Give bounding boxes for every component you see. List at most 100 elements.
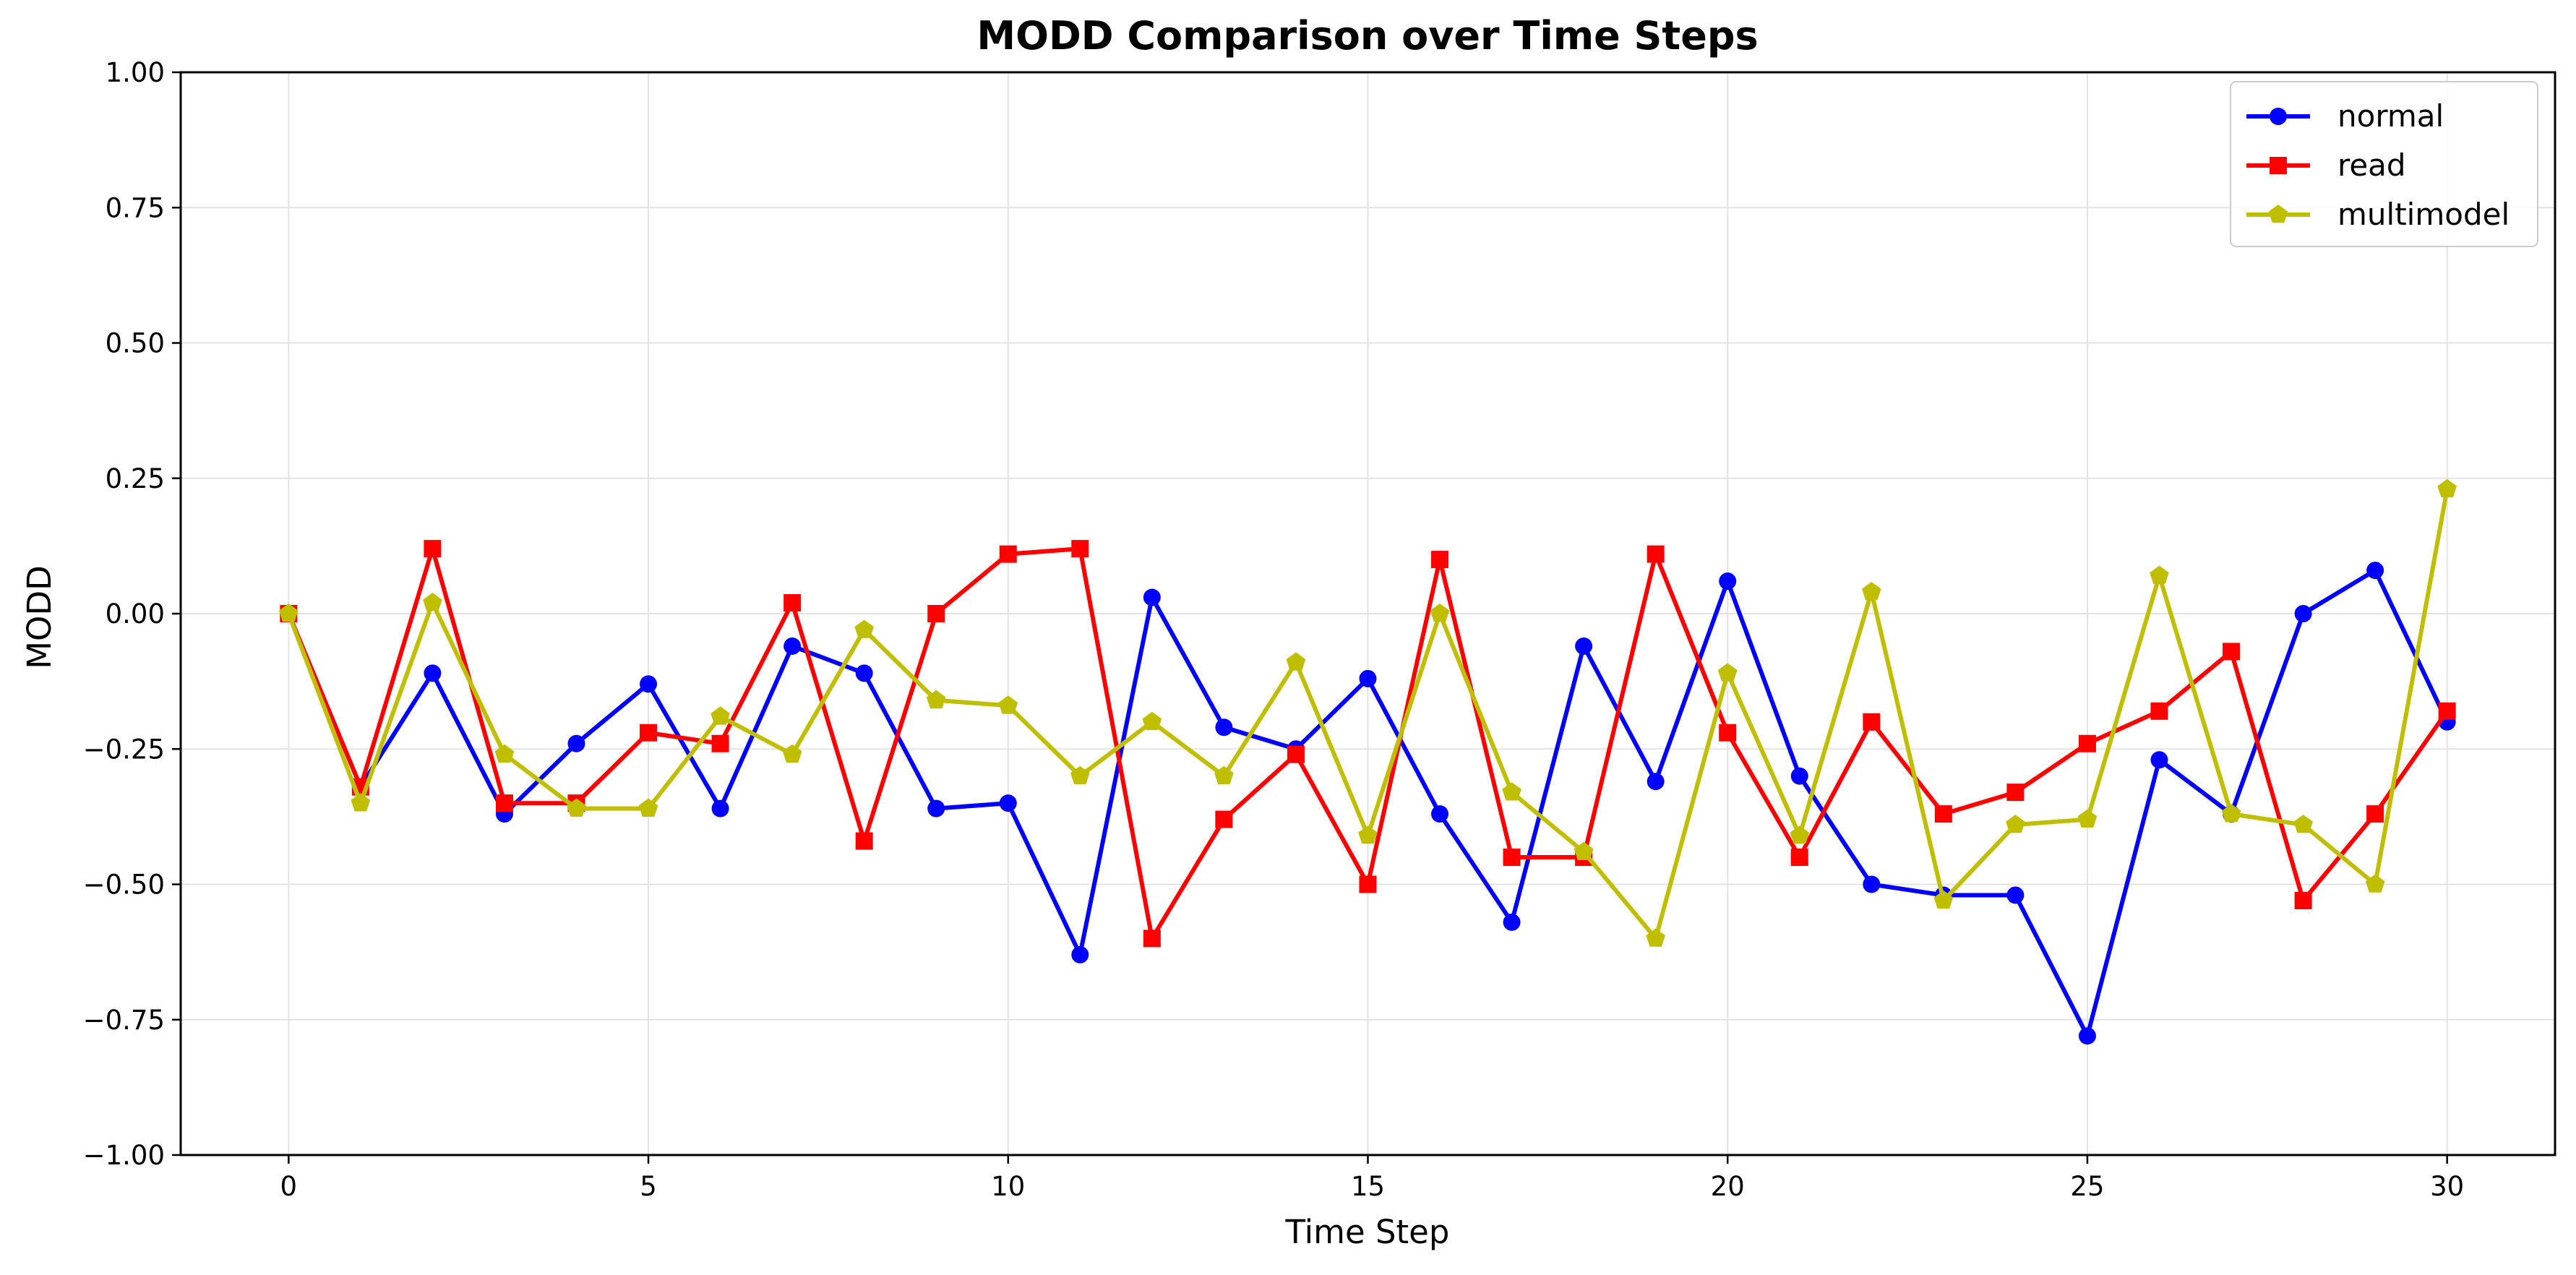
data-point-multimodel — [1286, 652, 1306, 671]
data-point-multimodel — [567, 798, 586, 817]
data-point-multimodel — [710, 706, 730, 725]
y-tick-label: −1.00 — [83, 1140, 165, 1171]
data-point-read — [2006, 784, 2025, 802]
data-point-multimodel — [1214, 765, 1234, 784]
data-point-read — [2078, 734, 2096, 752]
data-point-normal — [1719, 572, 1737, 591]
data-point-multimodel — [1573, 841, 1594, 860]
legend-item-read: read — [2246, 147, 2406, 183]
data-point-read — [424, 540, 442, 558]
data-point-read — [1071, 540, 1089, 558]
legend-marker-multimodel — [2268, 205, 2288, 223]
data-point-multimodel — [2150, 565, 2169, 584]
data-point-multimodel — [423, 593, 442, 611]
data-point-read — [1647, 545, 1665, 563]
data-point-normal — [855, 664, 873, 682]
data-point-multimodel — [2077, 809, 2098, 828]
y-tick-label: −0.75 — [83, 1005, 165, 1036]
data-point-normal — [567, 734, 585, 752]
data-point-multimodel — [1070, 765, 1090, 784]
data-point-multimodel — [279, 604, 299, 622]
data-point-normal — [2366, 562, 2384, 580]
data-point-normal — [1071, 945, 1089, 963]
data-point-multimodel — [2293, 815, 2313, 833]
legend-marker-read — [2270, 157, 2287, 174]
data-point-multimodel — [998, 695, 1018, 714]
x-tick-label: 15 — [1351, 1171, 1385, 1202]
y-tick-label: 0.25 — [106, 463, 165, 494]
data-point-read — [495, 794, 513, 812]
y-tick-label: −0.25 — [83, 734, 165, 765]
data-point-read — [927, 605, 945, 622]
legend: normal read multimodel — [2230, 81, 2538, 247]
data-point-multimodel — [2365, 874, 2385, 893]
x-tick-label: 0 — [280, 1171, 298, 1202]
data-point-normal — [711, 799, 729, 817]
data-point-multimodel — [1717, 663, 1738, 682]
x-tick-label: 10 — [991, 1171, 1025, 1202]
data-point-multimodel — [2006, 815, 2025, 833]
data-point-normal — [1503, 913, 1521, 931]
data-point-read — [1359, 875, 1377, 893]
data-point-normal — [1143, 588, 1161, 606]
x-tick-label: 25 — [2070, 1171, 2104, 1202]
data-point-normal — [999, 794, 1017, 812]
data-point-multimodel — [926, 690, 946, 709]
data-point-multimodel — [1933, 890, 1954, 909]
data-point-read — [2438, 702, 2456, 720]
legend-label-multimodel: multimodel — [2337, 197, 2510, 232]
y-axis-label: MODD — [20, 565, 59, 669]
data-point-multimodel — [1862, 582, 1881, 601]
data-point-read — [783, 594, 802, 612]
data-point-read — [2366, 805, 2384, 823]
y-tick-label: 0.50 — [106, 328, 165, 359]
data-point-multimodel — [1646, 928, 1665, 947]
data-point-multimodel — [854, 619, 874, 638]
data-point-multimodel — [351, 793, 371, 812]
x-tick-label: 20 — [1711, 1171, 1745, 1202]
data-point-multimodel — [2437, 478, 2457, 498]
data-point-normal — [2078, 1027, 2096, 1045]
y-tick-label: 1.00 — [106, 57, 165, 88]
series-read — [280, 540, 2456, 948]
data-point-normal — [640, 675, 658, 693]
data-point-read — [999, 545, 1017, 563]
data-point-normal — [783, 637, 802, 655]
data-point-normal — [1790, 767, 1808, 785]
legend-label-read: read — [2337, 147, 2406, 183]
legend-item-normal: normal — [2246, 98, 2444, 134]
data-point-normal — [1359, 669, 1377, 687]
legend-marker-normal — [2270, 108, 2287, 125]
data-point-normal — [2294, 605, 2312, 622]
series-multimodel — [279, 478, 2457, 947]
data-point-read — [1431, 551, 1449, 569]
legend-label-normal: normal — [2337, 98, 2444, 134]
data-point-normal — [927, 799, 945, 817]
data-point-read — [1934, 805, 1952, 823]
data-point-read — [1863, 713, 1881, 731]
data-point-multimodel — [2221, 804, 2241, 823]
data-point-multimodel — [782, 744, 802, 763]
data-point-normal — [2006, 886, 2025, 904]
y-tick-label: 0.00 — [106, 598, 165, 630]
axis-ticks: 0 5 10 15 20 25 30 −1.00 −0.75 −0.50 −0.25 0.00 0.25… — [83, 57, 2465, 1202]
data-point-read — [2294, 891, 2312, 909]
data-point-read — [640, 724, 658, 742]
data-point-normal — [1647, 773, 1665, 791]
data-point-normal — [1575, 637, 1593, 655]
data-point-read — [1790, 849, 1808, 867]
data-point-read — [1503, 849, 1521, 867]
data-point-normal — [1215, 718, 1233, 737]
data-point-normal — [1863, 875, 1881, 893]
y-tick-label: −0.50 — [83, 870, 165, 901]
data-point-read — [2223, 643, 2241, 661]
data-point-normal — [424, 664, 442, 682]
data-point-read — [855, 832, 873, 850]
data-point-multimodel — [1430, 604, 1450, 622]
data-point-read — [1143, 930, 1161, 948]
data-point-multimodel — [1790, 825, 1810, 844]
series-group — [279, 478, 2457, 1045]
